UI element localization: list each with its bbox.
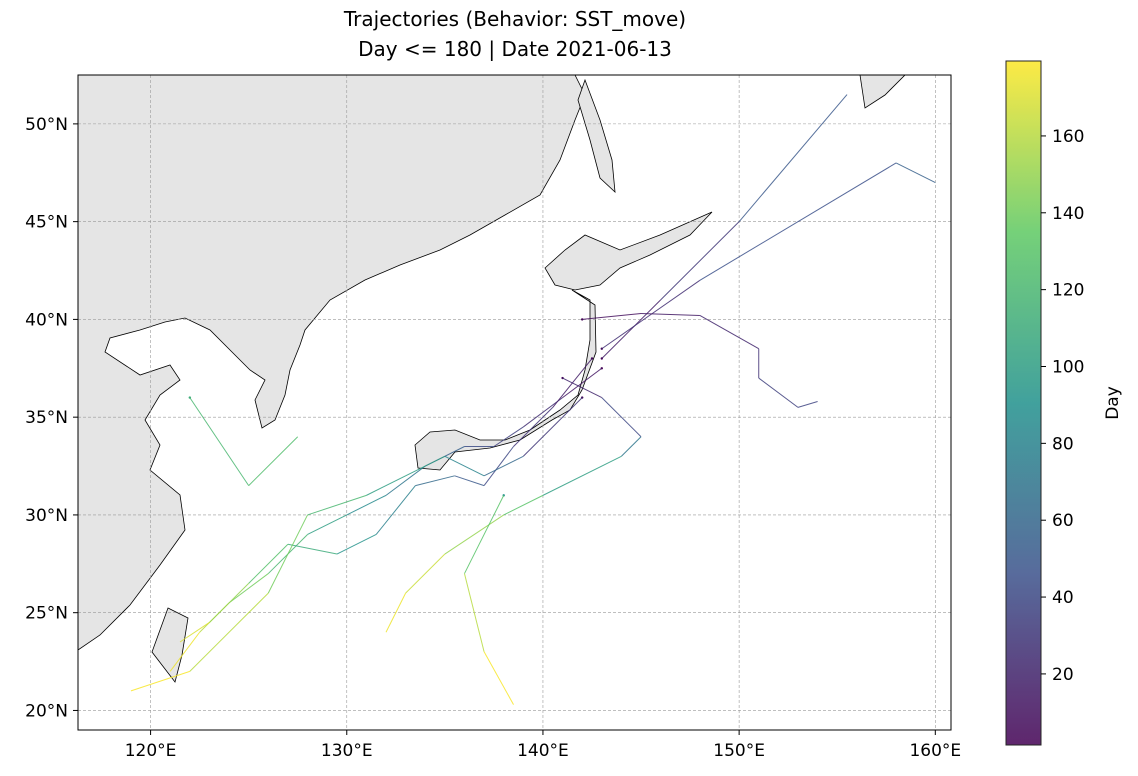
trajectory-segment [601, 279, 701, 350]
chart-title: Trajectories (Behavior: SST_move) [343, 7, 686, 31]
colorbar-tick-label: 60 [1052, 511, 1074, 531]
taiwan [151, 607, 189, 683]
trajectory-segment [444, 514, 504, 555]
trajectory-segment [346, 494, 387, 516]
trajectory-segment [503, 494, 544, 516]
trajectory-segment [562, 367, 603, 399]
trajectory-segment [248, 543, 289, 584]
trajectory-segment [130, 670, 190, 692]
colorbar-tick-label: 120 [1052, 281, 1084, 301]
trajectory-segment [307, 494, 367, 516]
trajectory-segment [444, 455, 485, 477]
trajectory-segment [209, 583, 250, 623]
y-tick-label: 20°N [25, 701, 68, 721]
y-tick-label: 25°N [25, 604, 68, 624]
trajectory-segment [483, 446, 514, 486]
trajectory-segment [385, 592, 407, 633]
trajectory-segment [248, 436, 299, 486]
y-tick-label: 45°N [25, 213, 68, 233]
trajectory-segment [513, 407, 554, 447]
trajectory-segment [758, 377, 799, 408]
colorbar-tick-label: 160 [1052, 127, 1084, 147]
trajectory-segment [542, 455, 622, 496]
y-tick-label: 40°N [25, 310, 68, 330]
trajectory-segment [307, 514, 347, 535]
x-tick-label: 140°E [517, 741, 569, 761]
trajectory-segment [699, 315, 759, 350]
colorbar-tick-label: 80 [1052, 434, 1074, 454]
trajectory-segment [895, 162, 936, 183]
colorbar-tick-label: 100 [1052, 357, 1084, 377]
trajectory-segment [463, 573, 485, 652]
trajectory-segment [621, 436, 642, 457]
y-tick-label: 35°N [25, 408, 68, 428]
trajectory-segment [179, 622, 210, 643]
trajectory-segment [267, 514, 308, 594]
hokkaido [544, 211, 713, 291]
trajectory-segment [405, 553, 446, 594]
trajectory-segment [366, 455, 446, 496]
trajectory-segment [483, 651, 514, 705]
trajectory-segment [375, 485, 416, 535]
colorbar-tick-label: 40 [1052, 588, 1074, 608]
trajectory-segment [415, 475, 455, 487]
plot-frame [77, 74, 952, 731]
colorbar-label: Day [1103, 386, 1123, 420]
trajectory-segment [660, 221, 740, 301]
y-tick-label: 30°N [25, 506, 68, 526]
trajectory-segment [797, 401, 818, 408]
trajectory-segment [699, 162, 897, 281]
kamchatka [859, 75, 906, 109]
trajectory-segment [385, 465, 426, 496]
trajectory-segment [523, 397, 563, 428]
trajectory-segment [641, 313, 700, 316]
trajectory-segment [228, 573, 269, 604]
trajectory-segment [169, 631, 201, 672]
trajectory-segment [189, 592, 269, 672]
trajectory-segment [582, 313, 642, 320]
trajectory-segment [738, 94, 848, 222]
colorbar-tick-label: 20 [1052, 665, 1074, 685]
y-tick-label: 50°N [25, 115, 68, 135]
trajectory-segment [493, 426, 524, 447]
trajectory-segment [189, 397, 250, 486]
x-tick-label: 150°E [713, 741, 765, 761]
trajectory-segment [464, 495, 505, 574]
trajectory-segment [601, 397, 642, 438]
honshu [414, 289, 597, 471]
trajectory-segment [522, 397, 583, 457]
trajectory-segment [287, 543, 338, 555]
x-tick-label: 130°E [321, 741, 373, 761]
chart-subtitle: Day <= 180 | Date 2021-06-13 [358, 37, 672, 61]
x-tick-label: 160°E [909, 741, 961, 761]
map [78, 75, 951, 730]
trajectory-segment [562, 377, 603, 399]
trajectory-segment [454, 475, 485, 487]
trajectory-segment [336, 534, 377, 555]
trajectory-segment [483, 455, 524, 477]
sakhalin [577, 78, 616, 194]
trajectory-segment [601, 299, 662, 359]
x-tick-label: 120°E [125, 741, 177, 761]
mainland [78, 75, 586, 651]
colorbar [1005, 60, 1042, 746]
colorbar-tick-label: 140 [1052, 204, 1084, 224]
